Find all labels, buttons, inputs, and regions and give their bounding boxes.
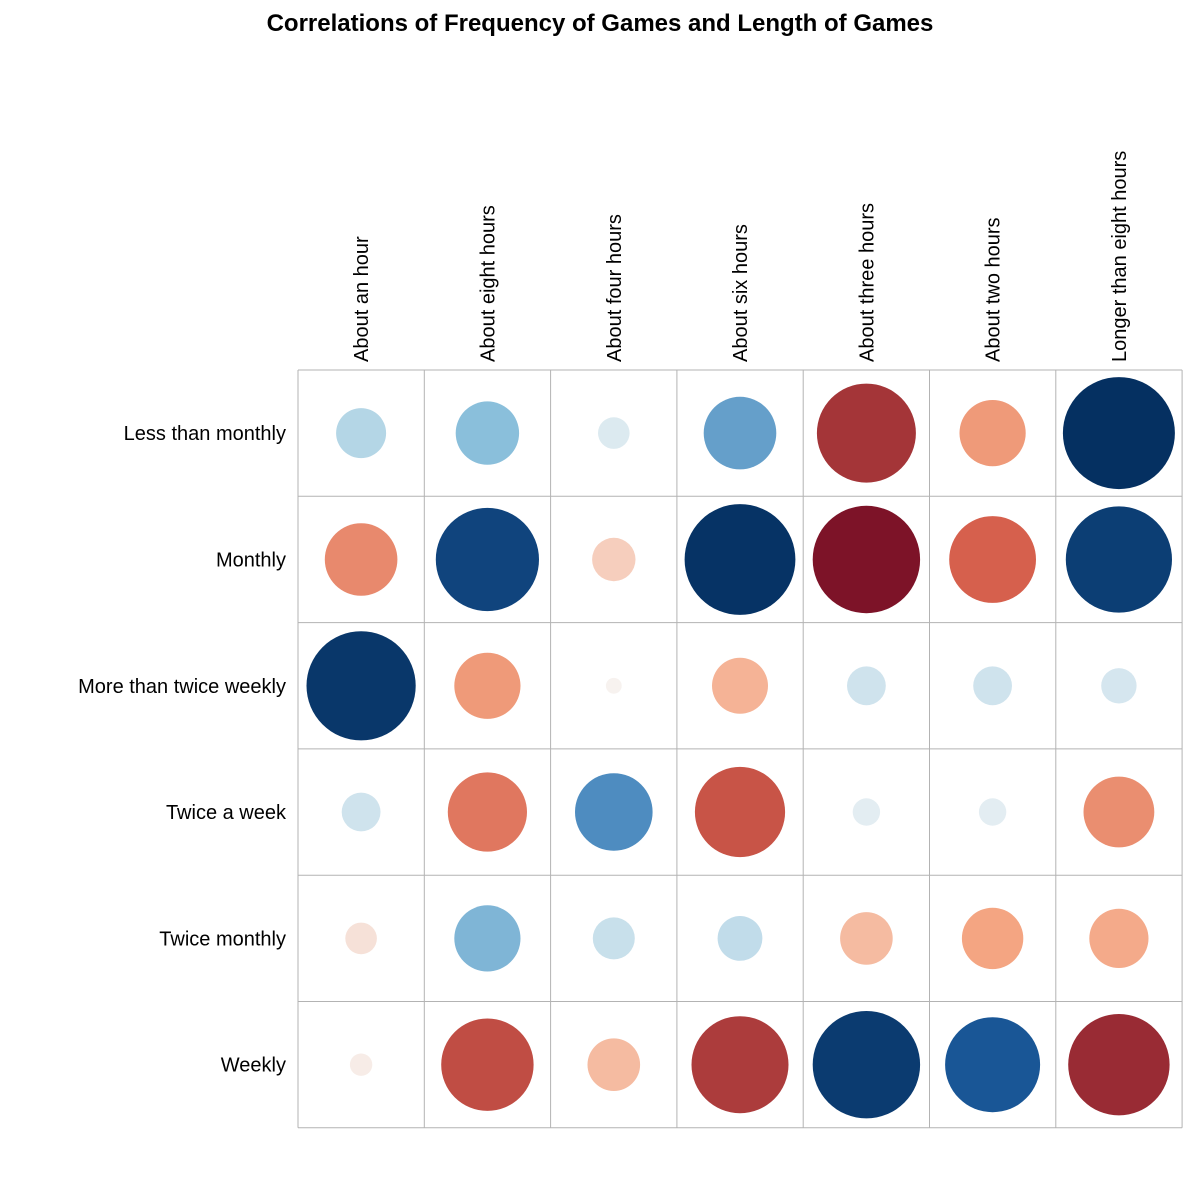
row-label: Twice monthly — [159, 928, 286, 950]
correlation-circle — [575, 773, 653, 851]
correlation-circle — [1062, 377, 1175, 490]
column-label: About three hours — [856, 203, 878, 362]
correlation-circle — [1068, 1013, 1170, 1116]
correlation-circle — [336, 408, 387, 459]
correlation-circle — [324, 523, 398, 596]
row-label: Twice a week — [166, 802, 287, 824]
correlation-circle — [961, 907, 1024, 970]
correlation-circle — [447, 772, 527, 852]
correlation-circle — [306, 631, 416, 741]
grid — [297, 369, 1183, 1129]
correlation-circle — [812, 1010, 921, 1119]
correlation-circle — [345, 922, 377, 955]
correlation-circle — [973, 666, 1012, 706]
chart-title: Correlations of Frequency of Games and L… — [267, 10, 934, 37]
column-label: About two hours — [983, 217, 1005, 362]
correlation-circle — [959, 400, 1026, 467]
correlation-circle — [840, 912, 893, 965]
row-labels: Less than monthly Monthly More than twice … — [78, 423, 287, 1077]
correlation-circle — [341, 792, 381, 832]
correlation-circle — [694, 766, 786, 858]
correlation-circle — [684, 504, 796, 615]
column-label: About six hours — [730, 224, 752, 362]
correlation-circle — [852, 798, 881, 826]
correlation-circle — [587, 1038, 641, 1091]
correlation-circle — [717, 916, 763, 961]
correlation-circle — [1089, 908, 1149, 969]
correlation-circle — [978, 798, 1007, 826]
correlation-circle — [847, 666, 886, 706]
row-label: Less than monthly — [124, 423, 286, 445]
correlation-circle — [592, 917, 635, 960]
correlation-circle — [1065, 506, 1172, 613]
correlation-circle — [455, 401, 520, 465]
correlation-circle — [949, 516, 1036, 603]
correlation-circle — [691, 1016, 789, 1114]
column-labels: About an hour About eight hours About four… — [351, 151, 1131, 362]
row-label: Monthly — [216, 550, 286, 572]
correlation-circle — [454, 905, 521, 972]
correlation-circles — [306, 377, 1175, 1119]
row-label: More than twice weekly — [78, 676, 286, 698]
correlation-circle — [712, 657, 768, 714]
correlation-circle — [598, 417, 630, 449]
correlation-circle — [945, 1017, 1041, 1113]
column-label: About an hour — [351, 236, 373, 362]
correlation-circle — [605, 677, 622, 694]
correlation-circle — [816, 383, 916, 483]
correlation-circle — [454, 652, 521, 719]
row-label: Weekly — [221, 1055, 286, 1077]
column-label: About eight hours — [477, 205, 499, 362]
correlation-circle — [1083, 776, 1155, 848]
correlation-circle — [703, 396, 777, 470]
column-label: About four hours — [604, 214, 626, 362]
correlation-circle — [812, 505, 921, 614]
correlation-circle — [1101, 668, 1137, 704]
column-label: Longer than eight hours — [1109, 151, 1131, 362]
correlation-circle — [435, 507, 539, 612]
correlation-circle — [441, 1018, 534, 1111]
correlation-circle — [349, 1053, 373, 1076]
correlation-circle — [592, 537, 636, 582]
